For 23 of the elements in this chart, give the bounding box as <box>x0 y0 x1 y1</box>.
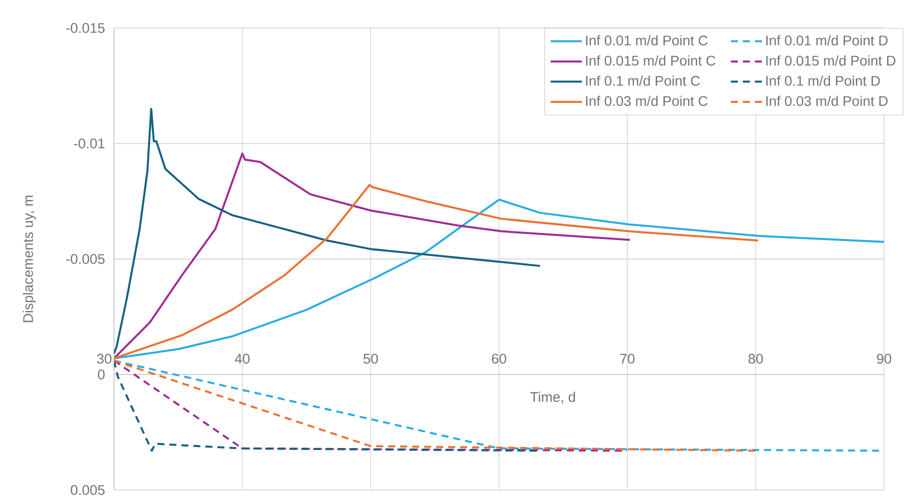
line-series <box>114 108 542 355</box>
x-tick-label: 90 <box>876 354 892 364</box>
x-tick-label: 30 <box>97 354 112 364</box>
x-tick-label: 40 <box>234 354 250 364</box>
y-tick-label: 0 <box>98 370 105 380</box>
legend-label: Inf 0.1 m/d Point D <box>766 76 880 86</box>
legend-label: Inf 0.1 m/d Point C <box>586 76 700 86</box>
legend-label: Inf 0.03 m/d Point C <box>586 96 708 106</box>
y-tick-label: 0.005 <box>70 485 105 495</box>
legend-label: Inf 0.015 m/d Point D <box>766 55 896 66</box>
x-tick-label: 70 <box>620 354 635 364</box>
x-tick-label: 60 <box>492 354 506 364</box>
legend-label: Inf 0.015 m/d Point C <box>586 55 716 66</box>
x-tick-label: 80 <box>748 354 763 364</box>
legend-label: Inf 0.01 m/d Point D <box>766 35 888 46</box>
x-axis-title: Time, d <box>530 392 575 404</box>
legend-label: Inf 0.01 m/d Point C <box>586 35 708 46</box>
y-tick-label: -0.015 <box>66 23 105 33</box>
x-tick-label: 50 <box>363 354 378 364</box>
y-tick-label: -0.01 <box>74 138 104 148</box>
y-axis-title: Displacements uy, m <box>22 196 36 322</box>
legend-label: Inf 0.03 m/d Point D <box>766 96 888 106</box>
y-tick-label: -0.005 <box>66 254 105 264</box>
